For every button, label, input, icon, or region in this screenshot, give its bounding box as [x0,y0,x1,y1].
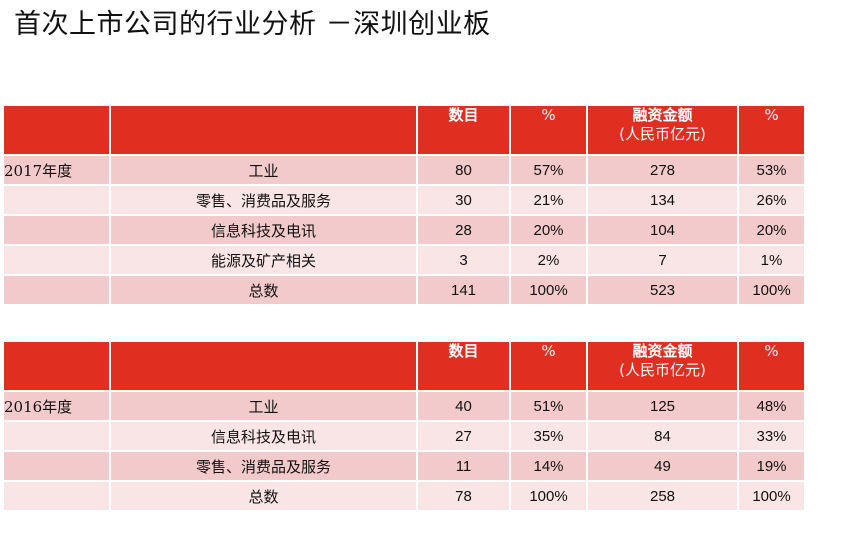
count-pct-cell: 100% [511,276,588,306]
year-cell-empty [4,216,111,246]
amount-pct-cell: 100% [739,276,804,306]
amount-cell: 49 [588,452,739,482]
amount-pct-cell: 48% [739,392,804,422]
amount-cell: 278 [588,156,739,186]
industry-cell: 能源及矿产相关 [111,246,418,276]
count-cell: 78 [418,482,511,512]
header-amount-title: 融资金额 [632,106,693,124]
year-cell-empty [4,422,111,452]
count-cell: 11 [418,452,511,482]
amount-cell: 134 [588,186,739,216]
header-amount-pct: % [739,106,804,156]
amount-cell: 84 [588,422,739,452]
industry-cell: 工业 [111,392,418,422]
industry-cell: 零售、消费品及服务 [111,452,418,482]
total-row: 总数 141 100% 523 100% [4,276,804,306]
table-header-row: 数目 % 融资金额 (人民币亿元) % [4,342,804,392]
year-label: 2017年度 [4,156,111,186]
header-industry-cell [111,106,418,156]
amount-cell: 258 [588,482,739,512]
industry-table-2017: 数目 % 融资金额 (人民币亿元) % 2017年度 工业 80 57% 278… [4,106,804,306]
table-row: 信息科技及电讯 27 35% 84 33% [4,422,804,452]
header-count: 数目 [418,106,511,156]
count-cell: 28 [418,216,511,246]
year-label: 2016年度 [4,392,111,422]
table-row: 零售、消费品及服务 30 21% 134 26% [4,186,804,216]
count-cell: 30 [418,186,511,216]
table-row: 零售、消费品及服务 11 14% 49 19% [4,452,804,482]
count-cell: 3 [418,246,511,276]
amount-pct-cell: 100% [739,482,804,512]
header-year-cell [4,106,111,156]
header-count: 数目 [418,342,511,392]
year-cell-empty [4,186,111,216]
table-row: 2017年度 工业 80 57% 278 53% [4,156,804,186]
count-cell: 40 [418,392,511,422]
header-amount-pct: % [739,342,804,392]
count-cell: 27 [418,422,511,452]
table-row: 2016年度 工业 40 51% 125 48% [4,392,804,422]
header-count-pct: % [511,106,588,156]
industry-cell: 总数 [111,276,418,306]
table-header-row: 数目 % 融资金额 (人民币亿元) % [4,106,804,156]
amount-cell: 104 [588,216,739,246]
count-pct-cell: 20% [511,216,588,246]
total-row: 总数 78 100% 258 100% [4,482,804,512]
header-year-cell [4,342,111,392]
header-count-pct: % [511,342,588,392]
header-amount-unit: (人民币亿元) [619,361,706,379]
count-pct-cell: 2% [511,246,588,276]
count-pct-cell: 14% [511,452,588,482]
amount-pct-cell: 1% [739,246,804,276]
amount-cell: 523 [588,276,739,306]
count-pct-cell: 51% [511,392,588,422]
count-pct-cell: 57% [511,156,588,186]
amount-cell: 125 [588,392,739,422]
table-row: 能源及矿产相关 3 2% 7 1% [4,246,804,276]
count-pct-cell: 100% [511,482,588,512]
industry-cell: 总数 [111,482,418,512]
count-cell: 80 [418,156,511,186]
header-amount: 融资金额 (人民币亿元) [588,106,739,156]
amount-cell: 7 [588,246,739,276]
year-cell-empty [4,452,111,482]
industry-cell: 信息科技及电讯 [111,422,418,452]
header-amount-title: 融资金额 [632,342,693,360]
amount-pct-cell: 33% [739,422,804,452]
count-pct-cell: 21% [511,186,588,216]
count-pct-cell: 35% [511,422,588,452]
page-title: 首次上市公司的行业分析 －深圳创业板 [14,9,491,40]
industry-cell: 信息科技及电讯 [111,216,418,246]
year-cell-empty [4,246,111,276]
industry-cell: 工业 [111,156,418,186]
header-amount-unit: (人民币亿元) [619,125,706,143]
table-row: 信息科技及电讯 28 20% 104 20% [4,216,804,246]
year-cell-empty [4,482,111,512]
header-amount: 融资金额 (人民币亿元) [588,342,739,392]
year-cell-empty [4,276,111,306]
count-cell: 141 [418,276,511,306]
header-industry-cell [111,342,418,392]
amount-pct-cell: 26% [739,186,804,216]
industry-cell: 零售、消费品及服务 [111,186,418,216]
amount-pct-cell: 53% [739,156,804,186]
amount-pct-cell: 19% [739,452,804,482]
industry-table-2016: 数目 % 融资金额 (人民币亿元) % 2016年度 工业 40 51% 125… [4,342,804,512]
amount-pct-cell: 20% [739,216,804,246]
